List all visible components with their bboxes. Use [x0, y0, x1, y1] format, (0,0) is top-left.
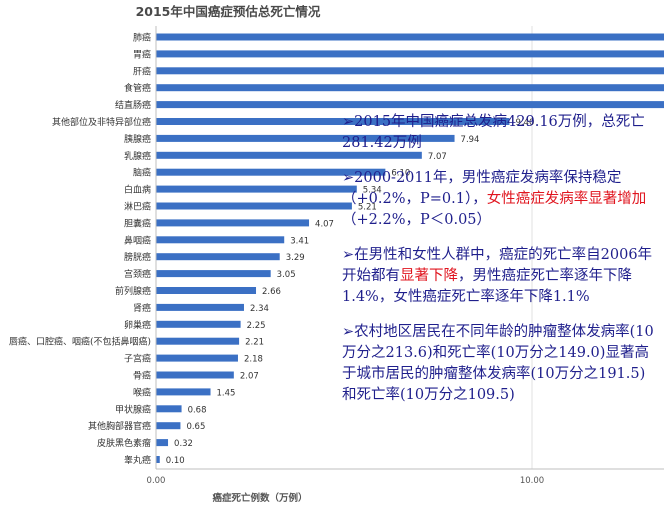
category-label: 前列腺癌 — [115, 285, 151, 297]
bar — [156, 456, 160, 463]
note-text: ➢在男性和女性人群中，癌症的死亡率自2006年开始都有 — [342, 247, 653, 284]
value-label: 6.10 — [391, 169, 410, 179]
value-label: 4.07 — [315, 219, 334, 229]
note-highlight: 女性癌症发病率显著增加 — [486, 191, 647, 207]
x-tick-label: 10.00 — [520, 476, 544, 486]
bar — [156, 50, 664, 58]
category-label: 白血病 — [124, 184, 151, 196]
bar — [156, 422, 181, 430]
value-label: 2.66 — [262, 287, 281, 297]
value-label: 7.94 — [461, 135, 480, 145]
bar — [156, 101, 664, 109]
note-paragraph: ➢农村地区居民在不同年龄的肿瘤整体发病率(10万分之213.6)和死亡率(10万… — [342, 322, 658, 406]
category-label: 肝癌 — [133, 65, 151, 77]
bar — [156, 118, 510, 125]
bar — [156, 439, 169, 447]
category-label: 食管癌 — [124, 82, 151, 94]
bar — [156, 151, 422, 159]
value-label: 2.21 — [245, 338, 264, 348]
category-label: 子宫癌 — [124, 353, 151, 365]
category-label: 其他部位及非特异部位癌 — [52, 116, 151, 128]
value-label: 3.41 — [290, 236, 309, 246]
value-label: 0.65 — [186, 422, 205, 432]
category-labels: 肺癌胃癌肝癌食管癌结直肠癌其他部位及非特异部位癌胰腺癌乳腺癌脑癌白血病淋巴癌胆囊… — [9, 32, 151, 467]
value-label: 9.40 — [515, 118, 534, 128]
value-label: 5.34 — [363, 186, 382, 196]
bars — [156, 33, 664, 463]
bar — [156, 202, 352, 210]
category-label: 骨癌 — [133, 370, 151, 382]
notes-panel: ➢2015年中国癌症总发病429.16万例，总死亡281.42万例 ➢2000-2… — [342, 112, 658, 420]
category-label: 喉癌 — [133, 386, 151, 398]
value-labels: 61.0249.8042.2037.5019.109.407.947.076.1… — [166, 118, 535, 466]
note-highlight: 显著下降 — [400, 268, 458, 284]
value-label: 0.32 — [174, 439, 193, 449]
category-label: 皮肤黑色素瘤 — [97, 437, 151, 449]
bar — [156, 67, 664, 75]
bar — [156, 354, 238, 362]
gridlines — [531, 26, 533, 469]
bar — [156, 219, 310, 227]
category-label: 肺癌 — [133, 32, 151, 44]
value-label: 7.07 — [428, 152, 447, 162]
bar — [156, 287, 257, 294]
bar — [156, 303, 244, 311]
bar — [156, 236, 285, 244]
bar — [156, 84, 664, 92]
value-label: 3.05 — [277, 270, 296, 280]
category-label: 唇癌、口腔癌、咽癌(不包括鼻咽癌) — [9, 336, 151, 348]
category-label: 睾丸癌 — [124, 454, 151, 466]
bar — [156, 371, 234, 379]
category-label: 鼻咽癌 — [124, 234, 151, 246]
value-label: 2.34 — [250, 304, 269, 314]
note-text: ➢农村地区居民在不同年龄的肿瘤整体发病率(10万分之213.6)和死亡率(10万… — [342, 324, 654, 403]
bar — [156, 168, 386, 176]
category-label: 胆囊癌 — [124, 217, 151, 229]
note-paragraph: ➢在男性和女性人群中，癌症的死亡率自2006年开始都有显著下降，男性癌症死亡率逐… — [342, 245, 658, 308]
x-tick-label: 0.00 — [147, 476, 166, 486]
chart-title: 2015年中国癌症预估总死亡情况 — [136, 4, 321, 19]
note-paragraph: ➢2015年中国癌症总发病429.16万例，总死亡281.42万例 — [342, 112, 658, 154]
x-axis-label: 癌症死亡例数（万例） — [212, 492, 307, 504]
category-label: 脑癌 — [133, 167, 151, 179]
bar — [156, 253, 280, 261]
category-label: 膀胱癌 — [124, 251, 151, 263]
category-label: 胰腺癌 — [124, 133, 151, 145]
bar — [156, 134, 455, 142]
bar — [156, 185, 357, 193]
note-paragraph: ➢2000-2011年，男性癌症发病率保持稳定（+0.2%，P=0.1），女性癌… — [342, 168, 658, 231]
category-label: 其他胸部器官癌 — [88, 420, 151, 432]
bar — [156, 405, 182, 413]
category-label: 甲状腺癌 — [115, 403, 151, 415]
value-label: 2.18 — [244, 355, 263, 365]
value-label: 5.21 — [358, 203, 377, 213]
bar — [156, 270, 271, 278]
category-label: 乳腺癌 — [124, 150, 151, 162]
value-label: 3.29 — [286, 253, 305, 263]
value-label: 2.07 — [240, 372, 259, 382]
value-label: 1.45 — [217, 388, 236, 398]
value-label: 2.25 — [247, 321, 266, 331]
bar — [156, 33, 664, 41]
bar — [156, 320, 241, 328]
note-text: ➢2015年中国癌症总发病429.16万例，总死亡281.42万例 — [342, 114, 645, 151]
category-label: 肾癌 — [133, 302, 151, 314]
bar — [156, 337, 240, 345]
note-text: ，男性癌症死亡率逐年下降1.4%，女性癌症死亡率逐年下降1.1% — [342, 268, 632, 305]
value-label: 0.10 — [166, 456, 185, 466]
value-label: 0.68 — [188, 405, 207, 415]
category-label: 卵巢癌 — [124, 319, 151, 331]
category-label: 宫颈癌 — [124, 268, 151, 280]
note-text: （+2.2%，P＜0.05） — [342, 212, 492, 228]
category-label: 淋巴癌 — [124, 201, 151, 213]
note-text: ➢2000-2011年，男性癌症发病率保持稳定（+0.2%，P=0.1）， — [342, 170, 622, 207]
category-label: 胃癌 — [133, 48, 151, 60]
category-label: 结直肠癌 — [115, 99, 151, 111]
bar — [156, 388, 211, 396]
